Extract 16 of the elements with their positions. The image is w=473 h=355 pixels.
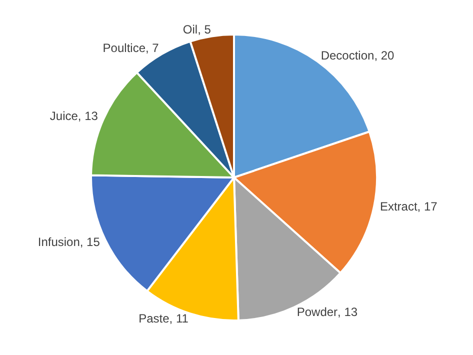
data-label: , 11 [169,312,189,326]
slice-label: Juice [50,109,78,124]
data-label: , 13 [78,109,98,124]
data-label: , 20 [374,48,395,63]
slice-label: Extract [380,200,418,214]
slice-label: Powder [296,304,338,319]
data-label: , 13 [338,304,358,319]
slice-label: Infusion [38,234,80,249]
slice-label: Oil [182,22,198,37]
data-label: , 15 [80,234,100,249]
slice-label: Poultice [102,41,146,56]
data-label: , 17 [417,200,438,214]
slice-label: Decoction [320,48,374,63]
data-label: , 5 [198,22,212,37]
slice-label: Paste [138,312,170,326]
data-label: , 7 [145,41,160,56]
